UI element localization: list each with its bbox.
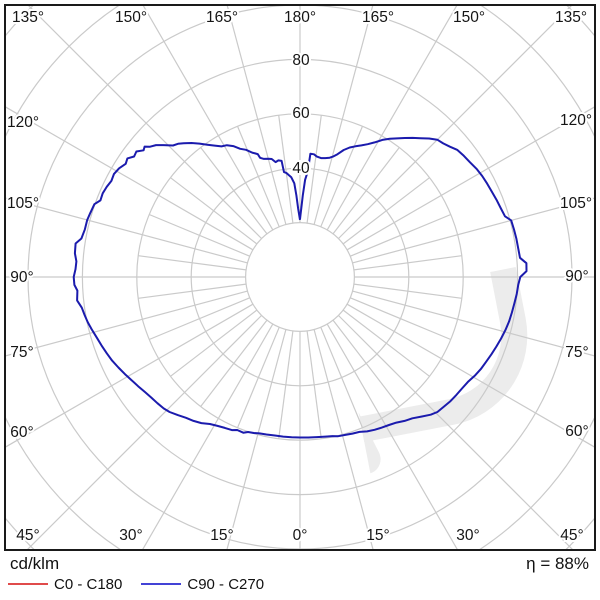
legend-swatch-c90-c270 bbox=[141, 582, 182, 586]
legend-label-c0-c180: C0 - C180 bbox=[54, 575, 123, 593]
svg-text:150°: 150° bbox=[115, 9, 147, 26]
polar-grid bbox=[6, 6, 594, 549]
svg-text:80: 80 bbox=[292, 52, 310, 69]
legend: C0 - C180 C90 - C270 bbox=[8, 575, 265, 593]
axis-labels: 135° 150° 165° 180° 165° 150° 135° 120° 105° 90° 7… bbox=[5, 7, 594, 546]
svg-text:60: 60 bbox=[292, 105, 310, 122]
svg-text:30°: 30° bbox=[119, 527, 142, 544]
svg-text:105°: 105° bbox=[7, 195, 39, 212]
unit-label: cd/klm bbox=[10, 554, 60, 573]
legend-swatch-c0-c180 bbox=[8, 582, 48, 586]
svg-text:135°: 135° bbox=[12, 9, 44, 26]
svg-text:15°: 15° bbox=[366, 527, 389, 544]
svg-text:15°: 15° bbox=[210, 527, 233, 544]
chart-border bbox=[4, 4, 596, 551]
svg-text:45°: 45° bbox=[16, 527, 39, 544]
svg-text:75°: 75° bbox=[565, 344, 588, 361]
efficiency-label: η = 88% bbox=[526, 554, 589, 573]
svg-text:40: 40 bbox=[292, 160, 310, 177]
svg-text:60°: 60° bbox=[10, 424, 33, 441]
svg-text:0°: 0° bbox=[293, 527, 308, 544]
svg-text:135°: 135° bbox=[555, 9, 587, 26]
svg-text:150°: 150° bbox=[453, 9, 485, 26]
legend-label-c90-c270: C90 - C270 bbox=[187, 575, 265, 593]
svg-text:165°: 165° bbox=[206, 9, 238, 26]
watermark-logo bbox=[337, 189, 528, 475]
svg-text:165°: 165° bbox=[362, 9, 394, 26]
svg-text:75°: 75° bbox=[10, 344, 33, 361]
svg-text:30°: 30° bbox=[456, 527, 479, 544]
polar-chart-svg: 135° 150° 165° 180° 165° 150° 135° 120° 105° 90° 7… bbox=[4, 4, 596, 551]
svg-text:90°: 90° bbox=[10, 269, 33, 286]
svg-text:180°: 180° bbox=[284, 9, 316, 26]
svg-text:120°: 120° bbox=[7, 114, 39, 131]
intensity-curve-c90-c270 bbox=[72, 136, 528, 439]
svg-text:90°: 90° bbox=[565, 268, 588, 285]
svg-text:105°: 105° bbox=[560, 195, 592, 212]
polar-photometric-chart: 135° 150° 165° 180° 165° 150° 135° 120° 105° 90° 7… bbox=[4, 4, 596, 551]
svg-text:60°: 60° bbox=[565, 423, 588, 440]
svg-text:120°: 120° bbox=[560, 112, 592, 129]
svg-text:45°: 45° bbox=[560, 527, 583, 544]
